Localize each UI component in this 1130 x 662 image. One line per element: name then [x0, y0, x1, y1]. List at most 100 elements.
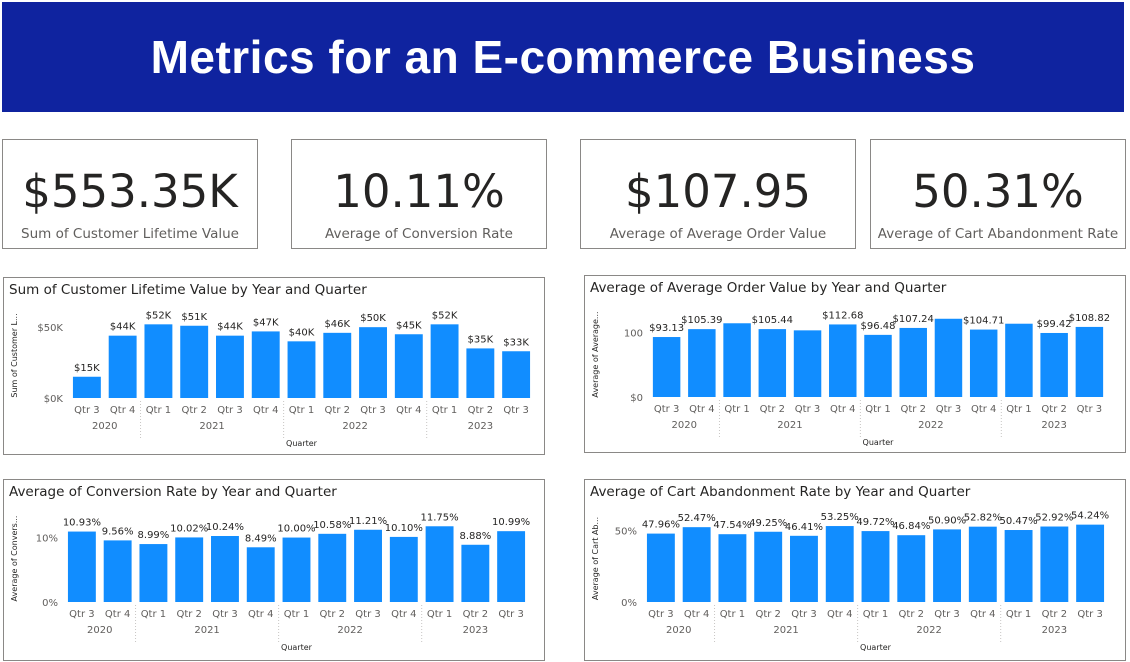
- x-tick-label: Qtr 2: [320, 609, 345, 620]
- data-label: 52.92%: [1035, 513, 1073, 524]
- chart-conversion-rate[interactable]: Average of Conversion Rate by Year and Q…: [3, 479, 545, 661]
- data-label: 47.96%: [642, 520, 680, 531]
- x-axis-title: Quarter: [281, 643, 313, 652]
- x-tick-label: Qtr 2: [463, 609, 488, 620]
- data-label: 8.88%: [459, 531, 491, 542]
- data-label: $33K: [503, 337, 529, 348]
- bar: [934, 318, 963, 397]
- data-label: 46.84%: [892, 521, 930, 532]
- x-tick-label: Qtr 1: [865, 404, 890, 415]
- data-label: 49.25%: [749, 518, 787, 529]
- x-tick-label: Qtr 2: [1041, 404, 1066, 415]
- year-label: 2023: [1041, 420, 1066, 431]
- data-label: 9.56%: [102, 526, 134, 537]
- data-label: $93.13: [649, 323, 684, 334]
- bar: [688, 329, 716, 397]
- data-label: $44K: [110, 322, 136, 333]
- bar: [108, 335, 137, 398]
- year-label: 2021: [773, 625, 798, 636]
- title-banner: Metrics for an E-commerce Business: [2, 2, 1124, 112]
- bar: [829, 324, 857, 397]
- data-label: $107.24: [893, 314, 934, 325]
- data-label: $45K: [396, 320, 422, 331]
- bar: [825, 526, 854, 602]
- data-label: 10.93%: [63, 518, 101, 529]
- chart-average-order-value[interactable]: Average of Average Order Value by Year a…: [584, 275, 1126, 453]
- year-label: 2022: [337, 625, 362, 636]
- kpi-value: 50.31%: [912, 165, 1084, 218]
- year-label: 2022: [918, 420, 943, 431]
- x-axis-title: Quarter: [286, 439, 318, 448]
- x-tick-label: Qtr 4: [396, 405, 421, 416]
- data-label: $104.71: [963, 316, 1004, 327]
- data-label: 52.82%: [964, 513, 1002, 524]
- year-label: 2022: [342, 421, 367, 432]
- y-tick-label: 0%: [621, 598, 637, 609]
- x-tick-label: Qtr 1: [432, 405, 457, 416]
- y-tick-label: $0K: [44, 394, 64, 405]
- year-label: 2021: [194, 625, 219, 636]
- x-tick-label: Qtr 1: [146, 405, 171, 416]
- x-tick-label: Qtr 2: [181, 405, 206, 416]
- x-tick-label: Qtr 2: [899, 609, 924, 620]
- year-label: 2022: [916, 625, 941, 636]
- x-tick-label: Qtr 3: [654, 404, 679, 415]
- chart-cart-abandonment-rate[interactable]: Average of Cart Abandonment Rate by Year…: [584, 479, 1126, 661]
- x-axis-title: Quarter: [863, 438, 895, 447]
- bar: [1005, 323, 1033, 397]
- x-tick-label: Qtr 4: [684, 609, 709, 620]
- y-tick-label: 0%: [42, 598, 58, 609]
- x-tick-label: Qtr 1: [863, 609, 888, 620]
- bar: [793, 330, 822, 397]
- x-tick-label: Qtr 3: [217, 405, 242, 416]
- bar: [287, 341, 316, 398]
- x-tick-label: Qtr 1: [1006, 404, 1031, 415]
- kpi-value: $553.35K: [22, 165, 238, 218]
- x-tick-label: Qtr 3: [74, 405, 99, 416]
- x-tick-label: Qtr 4: [971, 404, 996, 415]
- chart-customer-lifetime-value[interactable]: Sum of Customer Lifetime Value by Year a…: [3, 277, 545, 455]
- data-label: $51K: [181, 312, 207, 323]
- data-label: 10.58%: [313, 520, 351, 531]
- bar: [497, 531, 526, 602]
- kpi-card-cart-abandonment-rate[interactable]: 50.31% Average of Cart Abandonment Rate: [870, 139, 1126, 249]
- bar: [933, 529, 961, 602]
- year-label: 2020: [92, 421, 117, 432]
- kpi-card-customer-lifetime-value[interactable]: $553.35K Sum of Customer Lifetime Value: [2, 139, 258, 249]
- bar: [897, 535, 926, 602]
- bar: [754, 531, 783, 602]
- chart-plot: $0K $50K Sum of Customer L... $15K Qtr 3 $44K…: [10, 310, 531, 448]
- kpi-card-average-order-value[interactable]: $107.95 Average of Average Order Value: [580, 139, 856, 249]
- bar: [139, 544, 168, 602]
- x-tick-label: Qtr 3: [360, 405, 385, 416]
- kpi-card-conversion-rate[interactable]: 10.11% Average of Conversion Rate: [291, 139, 547, 249]
- year-label: 2021: [777, 420, 802, 431]
- year-label: 2020: [672, 420, 697, 431]
- data-label: 53.25%: [821, 512, 859, 523]
- data-label: $112.68: [822, 310, 863, 321]
- x-tick-label: Qtr 3: [936, 404, 961, 415]
- bar: [323, 332, 352, 398]
- data-label: 46.41%: [785, 522, 823, 533]
- data-label: $46K: [324, 319, 350, 330]
- kpi-label: Average of Conversion Rate: [325, 226, 513, 242]
- kpi-value: $107.95: [624, 165, 812, 218]
- bar: [318, 533, 347, 602]
- y-axis-title: Average of Cart Ab...: [591, 517, 600, 600]
- data-label: 8.49%: [245, 533, 277, 544]
- kpi-label: Sum of Customer Lifetime Value: [21, 226, 239, 242]
- year-label: 2020: [87, 625, 112, 636]
- data-label: $52K: [432, 310, 458, 321]
- kpi-value: 10.11%: [333, 165, 505, 218]
- x-tick-label: Qtr 4: [391, 609, 416, 620]
- bar: [968, 526, 997, 602]
- bar: [652, 337, 681, 397]
- x-tick-label: Qtr 4: [105, 609, 130, 620]
- y-tick-label: $0: [630, 393, 643, 404]
- x-tick-label: Qtr 3: [1077, 609, 1102, 620]
- data-label: $40K: [289, 327, 315, 338]
- data-label: $96.48: [861, 321, 896, 332]
- bar: [899, 327, 927, 397]
- x-tick-label: Qtr 4: [827, 609, 852, 620]
- data-label: $35K: [468, 334, 494, 345]
